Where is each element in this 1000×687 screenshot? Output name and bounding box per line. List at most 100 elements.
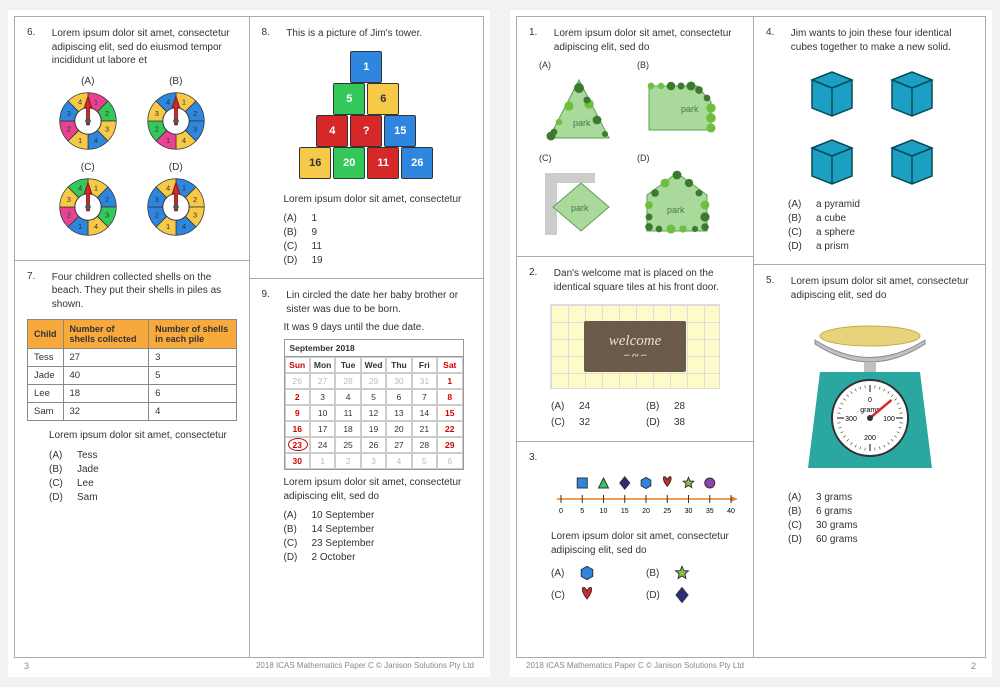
table-row: Jade405 <box>28 367 237 385</box>
col-1: 6. Lorem ipsum dolor sit amet, consectet… <box>15 17 249 657</box>
question-8: 8. This is a picture of Jim's tower. 156… <box>250 17 484 278</box>
calendar: September 2018SunMonTueWedThuFriSat26272… <box>284 339 464 470</box>
cal-cell: 26 <box>361 437 386 453</box>
tower-cube: 16 <box>299 147 331 179</box>
svg-text:1: 1 <box>94 183 98 192</box>
svg-text:200: 200 <box>864 435 876 442</box>
option: (D)38 <box>646 415 741 431</box>
cal-cell: 28 <box>335 373 360 389</box>
option: (C)11 <box>284 240 472 254</box>
mat-diagram: welcome ∽∾∽ <box>550 304 720 389</box>
cubes-diagram <box>766 64 973 188</box>
cal-cell: 29 <box>361 373 386 389</box>
subtext: Lorem ipsum dolor sit amet, consectetur … <box>284 476 468 503</box>
shape-icon <box>579 565 595 581</box>
qnum: 2. <box>529 267 551 278</box>
cube-icon <box>882 132 938 188</box>
svg-text:park: park <box>571 203 589 213</box>
option: (A)3 grams <box>788 491 973 505</box>
cal-day-header: Tue <box>335 357 360 373</box>
cal-cell: 19 <box>361 421 386 437</box>
svg-text:1: 1 <box>166 135 170 144</box>
page-body: 6. Lorem ipsum dolor sit amet, consectet… <box>14 16 484 658</box>
page-number: 2 <box>971 661 976 671</box>
qtext: Dan's welcome mat is placed on the ident… <box>554 267 740 294</box>
shape-icon <box>579 587 595 603</box>
svg-text:1: 1 <box>182 97 186 106</box>
col-2: 8. This is a picture of Jim's tower. 156… <box>249 17 484 657</box>
cal-cell: 16 <box>285 421 310 437</box>
cal-cell: 9 <box>285 405 310 421</box>
option: (A) <box>551 565 646 581</box>
svg-text:2: 2 <box>193 194 197 203</box>
cal-cell: 6 <box>437 453 462 469</box>
mat-deco-icon: ∽∾∽ <box>622 350 648 361</box>
svg-text:1: 1 <box>78 135 82 144</box>
qnum: 9. <box>262 289 284 300</box>
question-6: 6. Lorem ipsum dolor sit amet, consectet… <box>15 17 249 260</box>
park-grid: (A) park (B) park (C) park (D) park <box>539 60 741 240</box>
spinner-D: (D) 12341234 <box>144 162 208 242</box>
col-1: 1. Lorem ipsum dolor sit amet, consectet… <box>517 17 753 657</box>
cal-cell: 3 <box>310 389 335 405</box>
cal-cell: 3 <box>361 453 386 469</box>
spinner-label: (A) <box>56 76 120 87</box>
shells-table: ChildNumber of shells collectedNumber of… <box>27 319 237 421</box>
cal-cell: 8 <box>437 389 462 405</box>
cal-day-header: Thu <box>386 357 411 373</box>
cube-icon <box>882 64 938 120</box>
cal-cell: 22 <box>437 421 462 437</box>
spinner-C: (C) 12341234 <box>56 162 120 242</box>
tower-cube: 15 <box>384 115 416 147</box>
svg-text:35: 35 <box>706 508 714 515</box>
spinner-B: (B) 12341234 <box>144 76 208 156</box>
spinner-label: (D) <box>144 162 208 173</box>
option: (B)6 grams <box>788 505 973 519</box>
options: (A)3 grams(B)6 grams(C)30 grams(D)60 gra… <box>788 491 973 547</box>
option: (B)14 September <box>284 523 472 537</box>
option: (A)a pyramid <box>788 198 973 212</box>
welcome-mat: welcome ∽∾∽ <box>584 321 686 372</box>
cal-cell: 13 <box>386 405 411 421</box>
qtext: Jim wants to join these four identical c… <box>791 27 972 54</box>
table-header: Number of shells collected <box>63 320 149 349</box>
qnum: 5. <box>766 275 788 286</box>
cal-day-header: Mon <box>310 357 335 373</box>
qnum: 3. <box>529 452 551 463</box>
col-2: 4. Jim wants to join these four identica… <box>753 17 985 657</box>
page-body: 1. Lorem ipsum dolor sit amet, consectet… <box>516 16 986 658</box>
spinner-label: (B) <box>144 76 208 87</box>
cal-cell: 23 <box>285 437 310 453</box>
park-label: (A) <box>539 60 621 70</box>
copyright: 2018 ICAS Mathematics Paper C © Janison … <box>526 661 744 671</box>
number-line: 0510152025303540 <box>551 469 741 520</box>
cal-cell: 15 <box>437 405 462 421</box>
page-right: 1. Lorem ipsum dolor sit amet, consectet… <box>510 10 992 677</box>
park-option: (A) park <box>539 60 621 147</box>
tower-row: 16201126 <box>262 147 472 179</box>
cal-cell: 7 <box>412 389 437 405</box>
question-7: 7. Four children collected shells on the… <box>15 260 249 658</box>
cal-day-header: Fri <box>412 357 437 373</box>
subtext: Lorem ipsum dolor sit amet, consectetur <box>49 429 233 443</box>
svg-text:3: 3 <box>155 194 159 203</box>
svg-text:4: 4 <box>166 183 170 192</box>
question-4: 4. Jim wants to join these four identica… <box>754 17 985 264</box>
qtext: Lin circled the date her baby brother or… <box>286 289 470 316</box>
qtext: This is a picture of Jim's tower. <box>286 27 470 41</box>
tower-row: 1 <box>262 51 472 83</box>
tower-row: 56 <box>262 83 472 115</box>
options: (A)24(B)28(C)32(D)38 <box>551 399 741 431</box>
cube-icon <box>802 64 858 120</box>
svg-text:park: park <box>573 118 591 128</box>
svg-text:park: park <box>681 104 699 114</box>
qnum: 4. <box>766 27 788 38</box>
tower-cube: 1 <box>350 51 382 83</box>
option: (D)a prism <box>788 240 973 254</box>
svg-text:2: 2 <box>155 124 159 133</box>
tower-cube: 5 <box>333 83 365 115</box>
footer: 2018 ICAS Mathematics Paper C © Janison … <box>516 658 986 671</box>
option: (B)Jade <box>49 463 237 477</box>
page-number: 3 <box>24 661 29 671</box>
svg-text:2: 2 <box>193 108 197 117</box>
